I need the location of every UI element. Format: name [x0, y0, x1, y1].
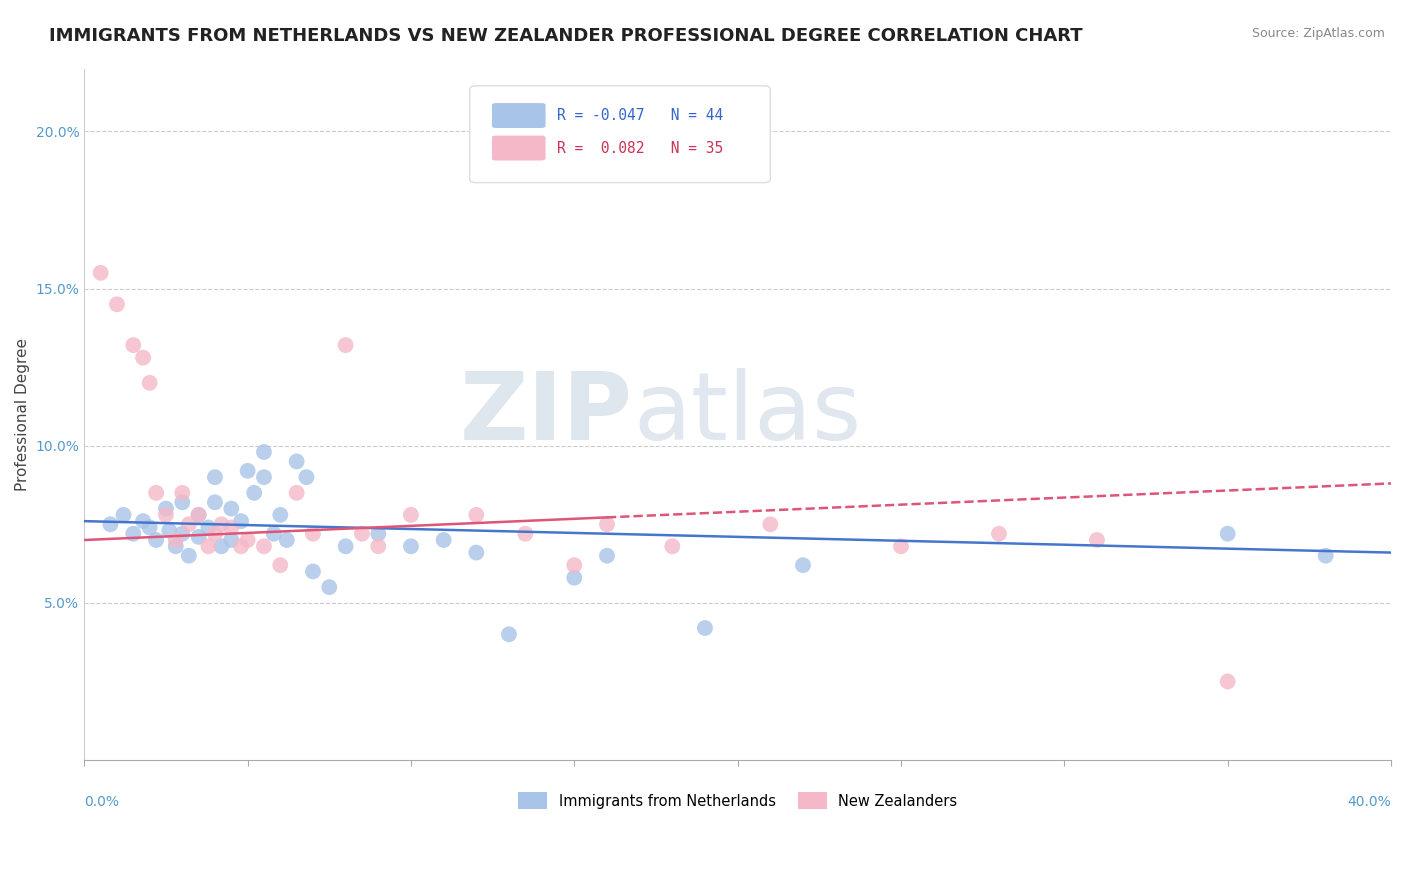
Point — [350, 526, 373, 541]
Point — [165, 533, 187, 547]
Point — [145, 533, 167, 547]
Point — [229, 514, 252, 528]
Point — [1216, 526, 1239, 541]
Point — [172, 495, 194, 509]
Text: R =  0.082   N = 35: R = 0.082 N = 35 — [557, 141, 724, 155]
FancyBboxPatch shape — [492, 103, 546, 128]
Point — [693, 621, 716, 635]
Point — [132, 351, 155, 365]
Point — [302, 526, 325, 541]
Point — [759, 517, 782, 532]
Point — [562, 571, 585, 585]
Point — [165, 539, 187, 553]
Point — [122, 338, 145, 352]
Point — [177, 517, 200, 532]
Point — [253, 539, 276, 553]
Point — [596, 517, 619, 532]
Point — [187, 508, 209, 522]
Point — [112, 508, 135, 522]
Text: IMMIGRANTS FROM NETHERLANDS VS NEW ZEALANDER PROFESSIONAL DEGREE CORRELATION CHA: IMMIGRANTS FROM NETHERLANDS VS NEW ZEALA… — [49, 27, 1083, 45]
Point — [276, 533, 298, 547]
Point — [204, 526, 226, 541]
Point — [367, 539, 389, 553]
FancyBboxPatch shape — [492, 136, 546, 161]
Point — [596, 549, 619, 563]
Point — [100, 517, 122, 532]
Point — [318, 580, 340, 594]
Point — [155, 501, 177, 516]
Point — [90, 266, 112, 280]
Point — [661, 539, 683, 553]
Point — [172, 486, 194, 500]
Point — [187, 530, 209, 544]
Point — [221, 533, 243, 547]
Point — [295, 470, 318, 484]
Point — [177, 549, 200, 563]
Point — [197, 520, 219, 534]
Point — [263, 526, 285, 541]
Point — [221, 520, 243, 534]
Point — [1216, 674, 1239, 689]
Point — [155, 508, 177, 522]
Point — [335, 338, 357, 352]
Point — [792, 558, 814, 573]
Point — [285, 454, 308, 468]
Point — [204, 495, 226, 509]
Point — [187, 508, 209, 522]
Point — [433, 533, 456, 547]
Y-axis label: Professional Degree: Professional Degree — [15, 338, 30, 491]
Point — [236, 533, 259, 547]
Text: 40.0%: 40.0% — [1347, 795, 1391, 809]
Point — [253, 445, 276, 459]
Text: Source: ZipAtlas.com: Source: ZipAtlas.com — [1251, 27, 1385, 40]
Point — [132, 514, 155, 528]
Point — [204, 470, 226, 484]
Text: 0.0%: 0.0% — [84, 795, 120, 809]
Text: atlas: atlas — [633, 368, 862, 460]
FancyBboxPatch shape — [470, 86, 770, 183]
Point — [562, 558, 585, 573]
Point — [211, 539, 233, 553]
Point — [465, 508, 488, 522]
Point — [145, 486, 167, 500]
Point — [253, 470, 276, 484]
Point — [1315, 549, 1337, 563]
Point — [335, 539, 357, 553]
Text: R = -0.047   N = 44: R = -0.047 N = 44 — [557, 108, 724, 123]
Point — [138, 376, 160, 390]
Point — [172, 526, 194, 541]
Legend: Immigrants from Netherlands, New Zealanders: Immigrants from Netherlands, New Zealand… — [512, 787, 963, 815]
Point — [890, 539, 912, 553]
Point — [122, 526, 145, 541]
Point — [105, 297, 128, 311]
Point — [221, 501, 243, 516]
Point — [285, 486, 308, 500]
Point — [515, 526, 537, 541]
Point — [367, 526, 389, 541]
Point — [399, 539, 422, 553]
Text: ZIP: ZIP — [460, 368, 633, 460]
Point — [498, 627, 520, 641]
Point — [157, 524, 180, 538]
Point — [243, 486, 266, 500]
Point — [211, 517, 233, 532]
Point — [399, 508, 422, 522]
Point — [988, 526, 1011, 541]
Point — [269, 508, 291, 522]
Point — [236, 464, 259, 478]
Point — [1085, 533, 1108, 547]
Point — [302, 565, 325, 579]
Point — [465, 545, 488, 559]
Point — [229, 539, 252, 553]
Point — [269, 558, 291, 573]
Point — [138, 520, 160, 534]
Point — [197, 539, 219, 553]
